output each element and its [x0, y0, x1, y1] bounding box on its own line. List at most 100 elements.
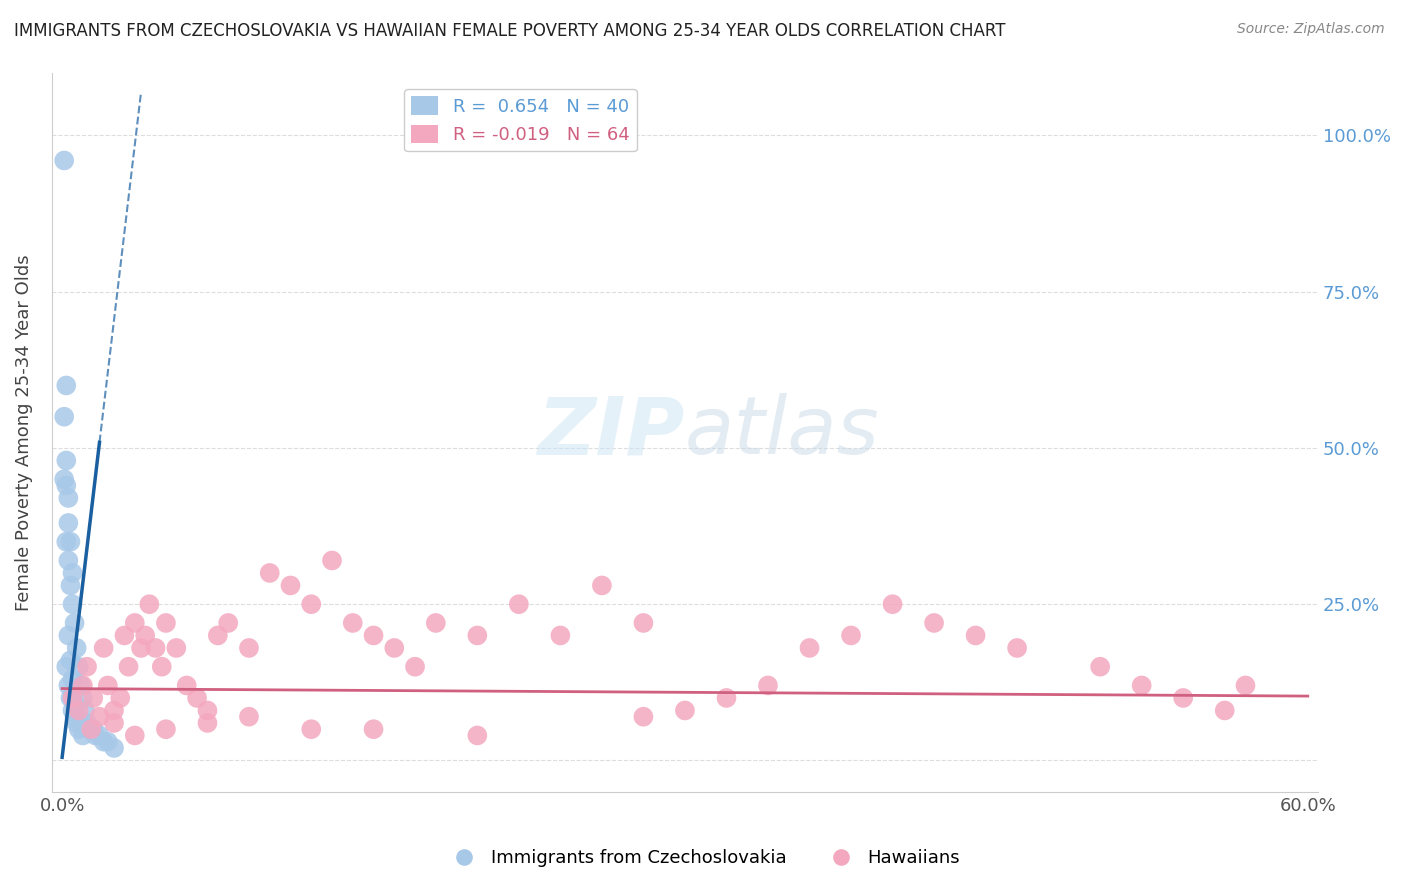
- Point: [425, 615, 447, 630]
- Point: [58, 553, 80, 567]
- Point: [186, 690, 208, 705]
- Point: [299, 722, 322, 736]
- Point: [103, 741, 125, 756]
- Point: [1088, 659, 1111, 673]
- Legend: Immigrants from Czechoslovakia, Hawaiians: Immigrants from Czechoslovakia, Hawaiian…: [439, 842, 967, 874]
- Text: Source: ZipAtlas.com: Source: ZipAtlas.com: [1237, 22, 1385, 37]
- Point: [66, 715, 89, 730]
- Point: [197, 715, 219, 730]
- Point: [72, 690, 94, 705]
- Point: [165, 640, 187, 655]
- Point: [59, 534, 82, 549]
- Point: [59, 690, 82, 705]
- Point: [155, 722, 177, 736]
- Point: [124, 615, 146, 630]
- Point: [1173, 690, 1195, 705]
- Point: [82, 722, 104, 736]
- Point: [62, 672, 84, 686]
- Point: [89, 728, 111, 742]
- Point: [97, 735, 120, 749]
- Point: [508, 597, 530, 611]
- Point: [82, 690, 104, 705]
- Point: [839, 628, 862, 642]
- Point: [197, 703, 219, 717]
- Point: [55, 478, 77, 492]
- Point: [66, 640, 89, 655]
- Point: [238, 640, 260, 655]
- Point: [62, 597, 84, 611]
- Text: ZIP: ZIP: [537, 393, 685, 471]
- Point: [117, 659, 139, 673]
- Point: [207, 628, 229, 642]
- Point: [103, 715, 125, 730]
- Point: [129, 640, 152, 655]
- Point: [67, 703, 90, 717]
- Point: [112, 628, 135, 642]
- Point: [404, 659, 426, 673]
- Point: [58, 678, 80, 692]
- Point: [93, 640, 115, 655]
- Point: [97, 678, 120, 692]
- Point: [299, 597, 322, 611]
- Point: [238, 709, 260, 723]
- Point: [145, 640, 167, 655]
- Point: [58, 491, 80, 505]
- Point: [467, 728, 489, 742]
- Point: [633, 615, 655, 630]
- Point: [72, 678, 94, 692]
- Point: [280, 578, 302, 592]
- Point: [363, 722, 385, 736]
- Point: [342, 615, 364, 630]
- Point: [1213, 703, 1236, 717]
- Point: [103, 703, 125, 717]
- Point: [550, 628, 572, 642]
- Point: [76, 715, 98, 730]
- Point: [673, 703, 696, 717]
- Point: [1234, 678, 1257, 692]
- Point: [882, 597, 904, 611]
- Point: [77, 722, 100, 736]
- Point: [53, 153, 76, 168]
- Point: [72, 728, 94, 742]
- Point: [965, 628, 987, 642]
- Point: [138, 597, 160, 611]
- Point: [55, 534, 77, 549]
- Legend: R =  0.654   N = 40, R = -0.019   N = 64: R = 0.654 N = 40, R = -0.019 N = 64: [404, 89, 637, 152]
- Text: atlas: atlas: [685, 393, 880, 471]
- Point: [67, 659, 90, 673]
- Point: [76, 659, 98, 673]
- Point: [217, 615, 239, 630]
- Point: [124, 728, 146, 742]
- Point: [467, 628, 489, 642]
- Point: [89, 709, 111, 723]
- Point: [382, 640, 405, 655]
- Point: [55, 659, 77, 673]
- Point: [110, 690, 132, 705]
- Point: [1130, 678, 1153, 692]
- Point: [63, 709, 86, 723]
- Point: [59, 653, 82, 667]
- Point: [321, 553, 343, 567]
- Point: [633, 709, 655, 723]
- Point: [69, 678, 91, 692]
- Point: [716, 690, 738, 705]
- Point: [363, 628, 385, 642]
- Point: [62, 690, 84, 705]
- Point: [73, 703, 96, 717]
- Point: [80, 722, 103, 736]
- Point: [58, 516, 80, 530]
- Point: [799, 640, 821, 655]
- Point: [53, 409, 76, 424]
- Y-axis label: Female Poverty Among 25-34 Year Olds: Female Poverty Among 25-34 Year Olds: [15, 254, 32, 611]
- Point: [55, 378, 77, 392]
- Point: [259, 566, 281, 580]
- Point: [176, 678, 198, 692]
- Point: [63, 615, 86, 630]
- Point: [1005, 640, 1028, 655]
- Point: [59, 578, 82, 592]
- Point: [591, 578, 613, 592]
- Point: [62, 566, 84, 580]
- Point: [93, 735, 115, 749]
- Point: [53, 472, 76, 486]
- Point: [134, 628, 156, 642]
